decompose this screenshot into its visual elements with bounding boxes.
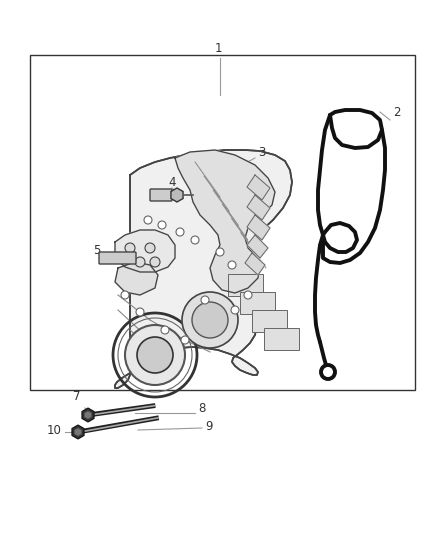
Bar [228,274,263,296]
Polygon shape [247,235,268,258]
Circle shape [244,291,252,299]
Polygon shape [247,175,270,200]
Bar [264,328,299,350]
Circle shape [144,216,152,224]
Text: 3: 3 [258,146,265,158]
Circle shape [182,292,238,348]
Circle shape [125,325,185,385]
Circle shape [158,221,166,229]
Text: 1: 1 [214,42,222,55]
Text: 8: 8 [198,401,205,415]
Bar [30,55,415,390]
Circle shape [150,257,160,267]
Bar [252,310,287,332]
Text: 7: 7 [73,390,80,403]
Text: 4: 4 [168,176,176,190]
Circle shape [137,337,173,373]
Circle shape [121,291,129,299]
Polygon shape [175,150,275,293]
Circle shape [135,257,145,267]
Circle shape [228,261,236,269]
Polygon shape [247,215,270,240]
FancyBboxPatch shape [99,252,136,264]
Polygon shape [115,230,175,272]
Polygon shape [115,262,158,295]
Circle shape [216,248,224,256]
Circle shape [136,308,144,316]
Circle shape [176,228,184,236]
Text: 9: 9 [205,419,212,432]
Circle shape [192,302,228,338]
Circle shape [181,336,189,344]
Text: 2: 2 [393,106,400,118]
Text: 10: 10 [47,424,62,437]
Text: 5: 5 [92,244,100,256]
Circle shape [191,236,199,244]
Circle shape [231,306,239,314]
Polygon shape [247,195,270,220]
Polygon shape [245,253,265,275]
Bar [240,292,275,314]
Circle shape [125,243,135,253]
Circle shape [161,326,169,334]
FancyBboxPatch shape [150,189,172,201]
Circle shape [145,243,155,253]
Circle shape [201,296,209,304]
Polygon shape [115,150,292,388]
Text: 6: 6 [134,337,142,351]
